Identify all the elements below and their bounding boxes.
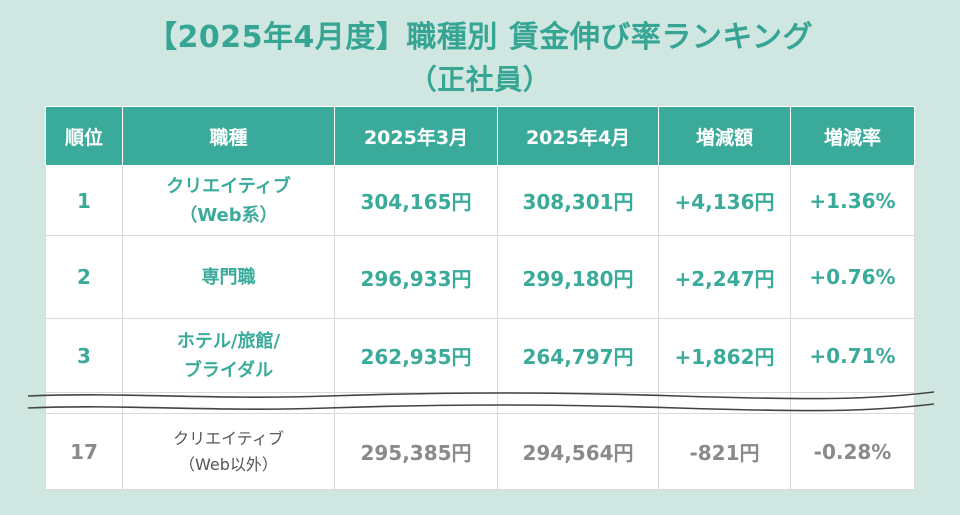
job-cell: ホテル/旅館/ブライダル [122,318,335,393]
diff-cell: +1,862円 [658,318,791,393]
job-line2: ブライダル [183,359,274,381]
table-row: 3 ホテル/旅館/ブライダル 262,935円 264,797円 +1,862円… [45,318,915,393]
job-cell: 専門職 [122,235,335,319]
header-march: 2025年3月 [334,106,498,166]
march-cell: 296,933円 [334,235,498,319]
table-break-line [28,391,934,412]
rank-cell: 2 [45,235,123,319]
job-line1: クリエイティブ [166,175,291,197]
job-cell: クリエイティブ （Web系） [122,165,335,236]
rate-cell: +0.76% [790,235,915,319]
page-subtitle: （正社員） [408,63,552,96]
table-row: 17 クリエイティブ （Web以外） 295,385円 294,564円 -821… [45,413,915,490]
rank-cell: 1 [45,165,123,236]
job-line1: ホテル/旅館/ [176,330,281,352]
rate-cell: +1.36% [790,165,915,236]
header-rate: 増減率 [790,106,915,166]
april-cell: 308,301円 [497,165,659,236]
march-cell: 262,935円 [334,318,498,393]
march-cell: 295,385円 [334,413,498,490]
job-line1: 専門職 [201,266,256,288]
job-line2: （Web以外） [179,454,278,474]
table-row: 2 専門職 296,933円 299,180円 +2,247円 +0.76% [45,235,915,319]
job-line2: （Web系） [179,204,278,226]
table-header-row: 順位 職種 2025年3月 2025年4月 増減額 増減率 [45,106,915,166]
job-cell: クリエイティブ （Web以外） [122,413,335,490]
april-cell: 294,564円 [497,413,659,490]
rate-cell: +0.71% [790,318,915,393]
march-cell: 304,165円 [334,165,498,236]
header-rank: 順位 [45,106,123,166]
rank-cell: 3 [45,318,123,393]
page-title: 【2025年4月度】職種別 賃金伸び率ランキング [147,20,813,55]
april-cell: 299,180円 [497,235,659,319]
header-april: 2025年4月 [497,106,659,166]
rank-cell: 17 [45,413,123,490]
diff-cell: -821円 [658,413,791,490]
table-row: 1 クリエイティブ （Web系） 304,165円 308,301円 +4,136… [45,165,915,236]
rate-cell: -0.28% [790,413,915,490]
diff-cell: +4,136円 [658,165,791,236]
job-line1: クリエイティブ [173,428,284,448]
april-cell: 264,797円 [497,318,659,393]
header-diff: 増減額 [658,106,791,166]
header-job: 職種 [122,106,335,166]
diff-cell: +2,247円 [658,235,791,319]
ranking-table: 順位 職種 2025年3月 2025年4月 増減額 増減率 1 クリエイティブ （… [45,106,915,490]
